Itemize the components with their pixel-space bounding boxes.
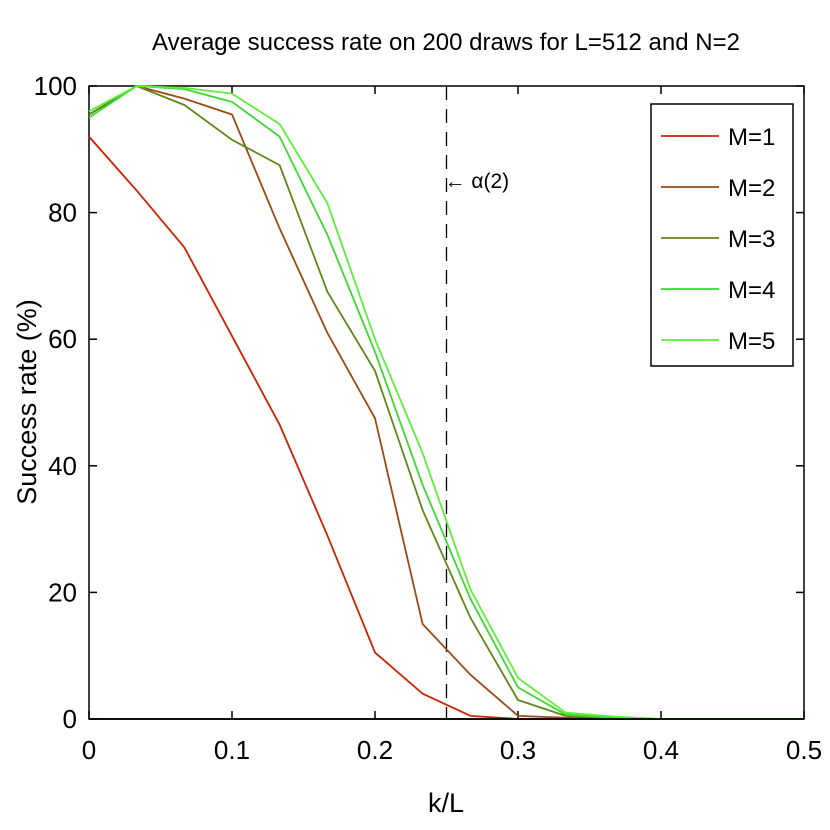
threshold-label: ← α(2)	[445, 170, 510, 193]
legend-entry-label: M=4	[728, 277, 775, 304]
x-tick-label: 0.1	[214, 735, 250, 765]
legend-entry-label: M=1	[728, 124, 775, 151]
x-tick-label: 0	[82, 735, 96, 765]
legend-entry-label: M=3	[728, 226, 775, 253]
y-tick-label: 40	[48, 451, 77, 481]
x-tick-label: 0.5	[786, 735, 822, 765]
legend-entry-label: M=5	[728, 328, 775, 355]
x-tick-label: 0.2	[357, 735, 393, 765]
threshold-marker: ← α(2)	[445, 86, 510, 719]
y-tick-label: 60	[48, 324, 77, 354]
x-tick-label: 0.3	[500, 735, 536, 765]
legend-box	[650, 103, 794, 367]
series-lines	[88, 85, 804, 720]
chart-title: Average success rate on 200 draws for L=…	[152, 29, 740, 56]
x-axis-label: k/L	[428, 788, 464, 818]
x-tick-label: 0.4	[643, 735, 679, 765]
legend-entry-label: M=2	[728, 175, 775, 202]
x-axis-ticks: 0 0.1 0.2 0.3 0.4 0.5	[82, 86, 822, 765]
y-tick-label: 20	[48, 577, 77, 607]
y-axis-label: Success rate (%)	[12, 299, 42, 505]
y-tick-label: 0	[63, 704, 77, 734]
y-tick-label: 100	[34, 71, 77, 101]
y-tick-label: 80	[48, 198, 77, 228]
y-axis-ticks: 0 20 40 60 80 100	[34, 71, 804, 734]
legend: M=1 M=2 M=3 M=4 M=5	[650, 103, 794, 367]
